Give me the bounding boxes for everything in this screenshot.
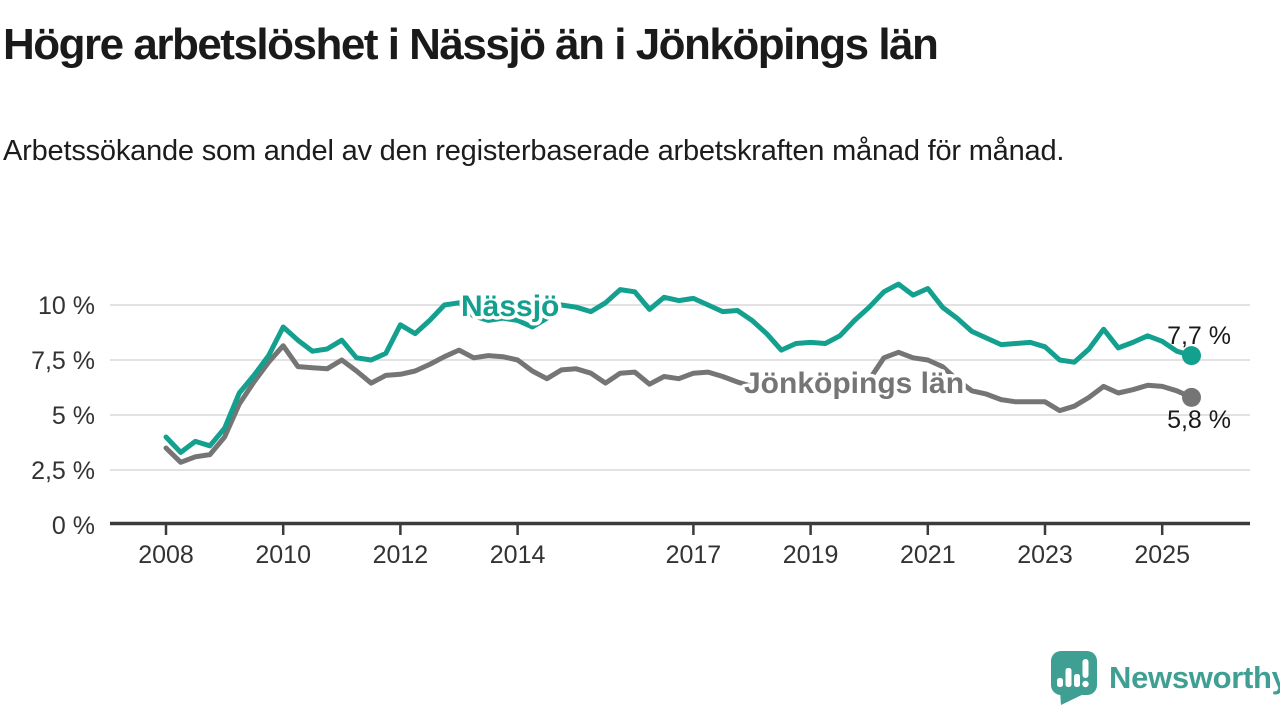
chart-plot-area: 0 % 2,5 % 5 % 7,5 % 10 % 2008 2010 2012 2014 2017… [31, 281, 1250, 569]
jonkoping-end-value-label: 5,8 % [1167, 406, 1231, 434]
y-tick-label: 10 % [38, 292, 95, 320]
x-tick-label: 2017 [666, 541, 722, 569]
page-title: Högre arbetslöshet i Nässjö än i Jönköpi… [3, 20, 939, 69]
y-tick-label: 2,5 % [31, 457, 95, 485]
x-tick-label: 2023 [1017, 541, 1073, 569]
nassjo-end-value-label: 7,7 % [1167, 322, 1231, 350]
x-tick-label: 2025 [1134, 541, 1190, 569]
x-tick-label: 2019 [783, 541, 839, 569]
y-tick-label: 7,5 % [31, 347, 95, 375]
y-tick-label: 0 % [52, 512, 95, 540]
x-tick-label: 2012 [373, 541, 429, 569]
x-tick-label: 2010 [255, 541, 311, 569]
newsworthy-branding: Newsworthy [1050, 648, 1280, 708]
nassjo-end-dot [1182, 346, 1201, 366]
jonkoping-line [163, 343, 1194, 465]
y-tick-label: 5 % [52, 402, 95, 430]
page-subtitle: Arbetssökande som andel av den registerb… [3, 135, 1065, 167]
newsworthy-logo-icon [1051, 651, 1097, 705]
x-tick-label: 2008 [138, 541, 194, 569]
x-tick-label: 2021 [900, 541, 956, 569]
newsworthy-logo-text: Newsworthy [1109, 660, 1280, 695]
nassjo-series-label: Nässjö [461, 290, 559, 323]
nassjo-line [163, 281, 1194, 455]
x-tick-label: 2014 [490, 541, 546, 569]
jonkoping-series-label: Jönköpings län [744, 367, 964, 400]
jonkoping-end-dot [1182, 387, 1201, 407]
